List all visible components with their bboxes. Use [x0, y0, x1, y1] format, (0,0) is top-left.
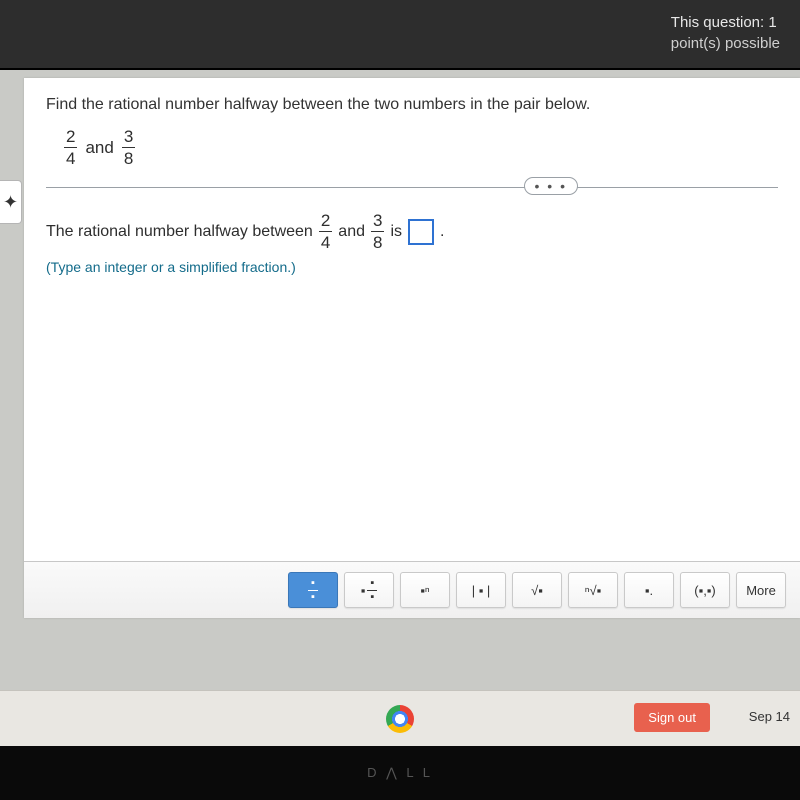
answer-hint: (Type an integer or a simplified fractio… — [46, 259, 778, 275]
points-label: point(s) possible — [671, 33, 780, 54]
glare-artifact — [570, 388, 690, 508]
chrome-icon[interactable] — [386, 705, 414, 733]
os-taskbar: Sign out Sep 14 — [0, 690, 800, 746]
fraction-btn[interactable]: ▪▪ — [288, 572, 338, 608]
ellipsis-icon: • • • — [535, 178, 567, 194]
math-toolbar: ▪▪▪▪▪▪ⁿ| ▪ |√▪ⁿ√▪▪.(▪,▪)More — [24, 561, 800, 618]
bookmark-tab[interactable]: ✦ — [0, 180, 22, 224]
question-info: This question: 1 point(s) possible — [671, 12, 780, 54]
answer-period: . — [440, 223, 444, 241]
conjunction: and — [85, 138, 113, 158]
answer-frac-2: 3 8 — [371, 212, 384, 251]
star-icon: ✦ — [3, 192, 18, 213]
question-prompt: Find the rational number halfway between… — [46, 96, 778, 114]
fraction-icon: ▪▪ — [308, 578, 318, 603]
mixed-number-btn[interactable]: ▪▪▪ — [344, 572, 394, 608]
more-options-pill[interactable]: • • • — [524, 177, 578, 195]
divider-row: • • • — [46, 187, 778, 188]
answer-input[interactable] — [408, 219, 434, 245]
question-panel: Find the rational number halfway between… — [24, 78, 800, 618]
question-value: 1 — [768, 14, 776, 31]
ordered-pair-btn[interactable]: (▪,▪) — [680, 572, 730, 608]
fraction-1: 2 4 — [64, 128, 77, 167]
brand-logo: D ⋀ L L — [367, 765, 433, 781]
content-area: ✦ Find the rational number halfway betwe… — [0, 70, 800, 690]
absolute-value-btn[interactable]: | ▪ | — [456, 572, 506, 608]
more-btn[interactable]: More — [736, 572, 786, 608]
subscript-btn[interactable]: ▪. — [624, 572, 674, 608]
laptop-bezel: D ⋀ L L — [0, 746, 800, 800]
nth-root-btn[interactable]: ⁿ√▪ — [568, 572, 618, 608]
fraction-2: 3 8 — [122, 128, 135, 167]
mixed-number-icon: ▪▪▪ — [361, 578, 378, 603]
answer-sentence: The rational number halfway between 2 4 … — [46, 212, 778, 251]
question-label: This question: — [671, 14, 764, 31]
answer-lead: The rational number halfway between — [46, 223, 313, 241]
divider — [46, 187, 778, 188]
given-fractions: 2 4 and 3 8 — [64, 128, 778, 167]
taskbar-date: Sep 14 — [749, 709, 790, 724]
answer-tail: is — [390, 223, 402, 241]
answer-frac-1: 2 4 — [319, 212, 332, 251]
answer-mid: and — [338, 223, 365, 241]
sqrt-btn[interactable]: √▪ — [512, 572, 562, 608]
sign-out-button[interactable]: Sign out — [634, 703, 710, 732]
app-header: This question: 1 point(s) possible — [0, 0, 800, 70]
exponent-btn[interactable]: ▪ⁿ — [400, 572, 450, 608]
